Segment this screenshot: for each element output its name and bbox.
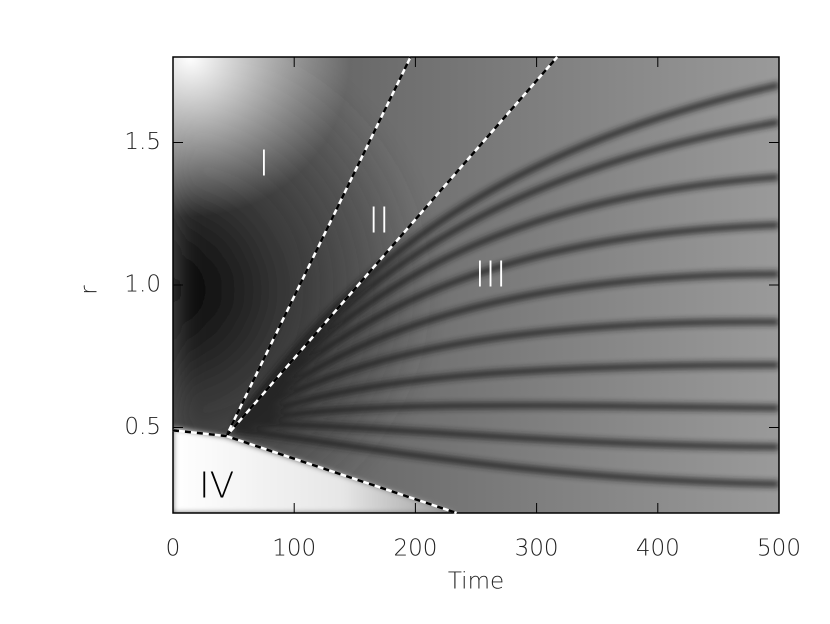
x-tick-label: 500 (757, 536, 801, 562)
y-tick-label: 1.5 (124, 129, 161, 155)
y-tick-label: 1.0 (124, 272, 161, 298)
y-axis-label: r (77, 285, 103, 295)
region-label: II (368, 200, 389, 241)
x-tick-label: 100 (272, 536, 316, 562)
boundary-line (225, 56, 412, 437)
region-label: III (475, 254, 507, 295)
boundary-line (172, 429, 458, 515)
heatmap-image (173, 57, 779, 513)
x-tick-label: 0 (166, 536, 181, 562)
y-tick-label: 0.5 (124, 414, 161, 440)
x-tick-label: 200 (393, 536, 437, 562)
x-axis-label: Time (448, 569, 504, 595)
x-tick-label: 300 (515, 536, 559, 562)
boundary-line-underlay (225, 56, 559, 437)
region-label: I (259, 143, 270, 184)
x-tick-label: 400 (636, 536, 680, 562)
region-label: IV (199, 465, 234, 506)
